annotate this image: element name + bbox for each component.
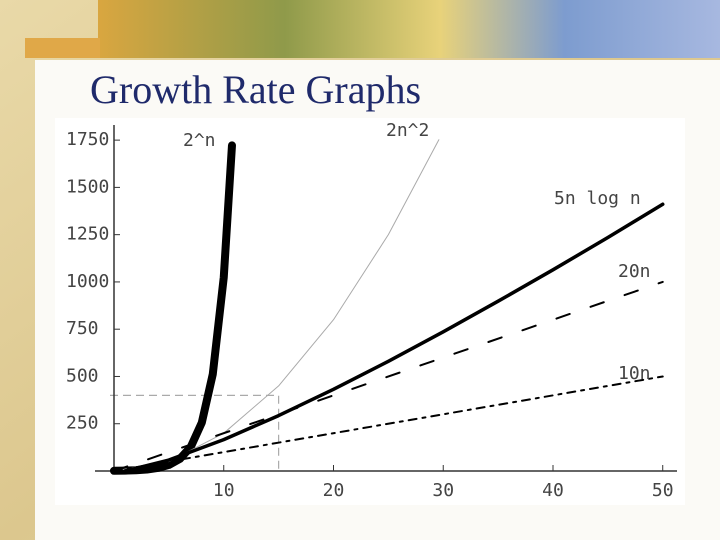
y-tick-label: 1500	[66, 176, 109, 197]
y-tick-label: 1750	[66, 129, 109, 150]
y-tick-label: 1000	[66, 271, 109, 292]
series-label: 10n	[618, 363, 651, 384]
x-tick-label: 50	[652, 480, 674, 501]
y-tick-label: 750	[66, 318, 99, 339]
series-label: 2n^2	[386, 120, 429, 141]
banner	[98, 0, 720, 58]
series-label: 2^n	[183, 130, 216, 151]
x-tick-label: 10	[213, 480, 235, 501]
x-tick-label: 20	[323, 480, 345, 501]
x-tick-label: 30	[432, 480, 454, 501]
y-tick-label: 250	[66, 413, 99, 434]
series-line	[113, 375, 664, 472]
slide-title: Growth Rate Graphs	[90, 67, 421, 112]
highlight-box	[110, 394, 280, 471]
series-label: 20n	[618, 261, 651, 282]
banner-accent	[25, 38, 100, 58]
series-line	[123, 202, 665, 473]
plot-area	[55, 118, 685, 505]
series-line	[113, 280, 664, 472]
y-tick-label: 1250	[66, 224, 109, 245]
y-tick-label: 500	[66, 365, 99, 386]
x-tick-label: 40	[542, 480, 564, 501]
series-label: 5n log n	[554, 188, 641, 209]
